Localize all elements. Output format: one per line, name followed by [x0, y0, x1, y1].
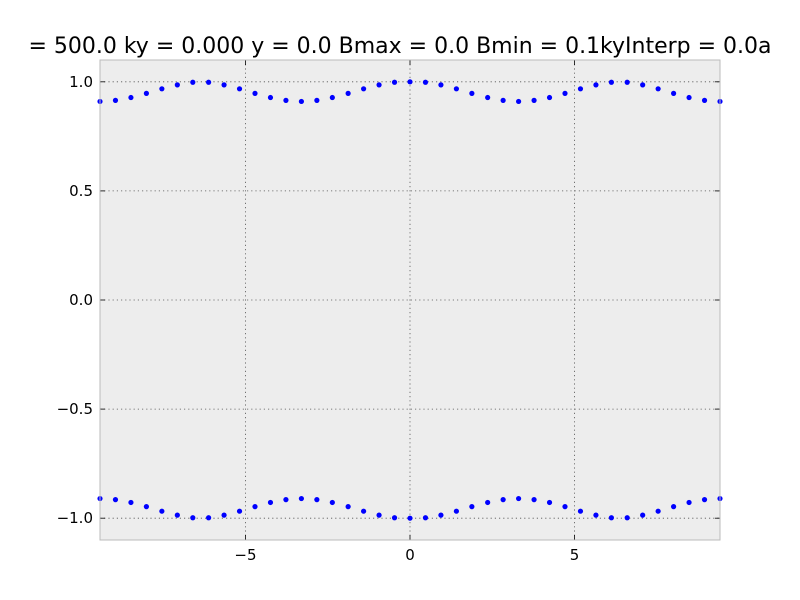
data-point-s0-16 — [345, 90, 351, 96]
data-point-s0-9 — [236, 86, 243, 92]
data-point-s0-6 — [190, 79, 196, 85]
data-point-s1-21 — [422, 515, 429, 521]
x-tick-label: 0 — [405, 546, 415, 564]
y-tick-label: 0.0 — [69, 291, 93, 309]
data-point-s0-33 — [608, 79, 615, 85]
data-point-s0-5 — [174, 82, 180, 88]
data-point-s0-32 — [593, 82, 599, 88]
data-point-s1-17 — [360, 508, 367, 514]
grid-lines — [100, 60, 720, 540]
data-point-s0-25 — [485, 94, 491, 101]
data-point-s0-34 — [624, 79, 630, 85]
data-point-s1-7 — [205, 515, 212, 521]
data-point-s0-18 — [376, 82, 382, 88]
data-point-s0-24 — [469, 90, 475, 96]
data-point-s0-4 — [159, 86, 165, 92]
data-point-s1-14 — [314, 497, 320, 503]
data-point-s1-32 — [593, 512, 599, 518]
data-point-s0-1 — [112, 97, 119, 103]
data-point-s0-37 — [670, 90, 677, 96]
data-point-s0-15 — [329, 94, 335, 101]
chart-title: = 500.0 ky = 0.000 y = 0.0 Bmax = 0.0 Bm… — [28, 34, 771, 59]
data-point-s0-14 — [314, 97, 320, 103]
data-point-s1-10 — [252, 504, 258, 510]
data-point-s1-2 — [128, 499, 134, 506]
data-point-s0-27 — [515, 98, 522, 105]
data-point-s1-20 — [407, 515, 413, 521]
data-point-s0-28 — [531, 97, 537, 103]
data-point-s0-17 — [360, 86, 367, 92]
data-point-s0-39 — [701, 97, 708, 103]
data-point-s1-24 — [469, 504, 475, 510]
y-tick-label: −1.0 — [57, 509, 93, 527]
data-point-s0-35 — [640, 82, 646, 88]
y-tick-label: −0.5 — [57, 400, 93, 418]
data-point-s0-10 — [252, 90, 258, 96]
data-point-s0-19 — [391, 79, 398, 85]
data-point-s1-38 — [686, 499, 692, 506]
data-point-s1-9 — [236, 508, 243, 514]
axis-ticks — [100, 60, 720, 540]
data-point-s1-39 — [701, 497, 708, 503]
data-point-s0-29 — [546, 94, 553, 101]
data-point-s1-28 — [531, 497, 537, 503]
data-point-s1-36 — [655, 508, 661, 514]
x-tick-label: 5 — [570, 546, 580, 564]
data-point-s1-3 — [143, 504, 150, 510]
data-point-s0-36 — [655, 86, 661, 92]
data-point-s1-30 — [562, 504, 568, 510]
data-point-s0-21 — [422, 79, 429, 85]
data-point-s1-5 — [174, 512, 180, 518]
data-point-s1-29 — [546, 499, 553, 506]
data-point-s0-23 — [453, 86, 460, 92]
data-point-s0-12 — [283, 97, 289, 103]
data-point-s0-8 — [221, 82, 227, 88]
data-point-s1-4 — [159, 508, 165, 514]
data-point-s1-6 — [190, 515, 196, 521]
data-point-s1-27 — [515, 495, 522, 502]
data-point-s1-26 — [500, 497, 506, 503]
data-point-s1-34 — [624, 515, 630, 521]
data-point-s0-3 — [143, 90, 150, 96]
data-point-s1-15 — [329, 499, 335, 506]
data-point-s1-13 — [298, 495, 305, 502]
data-markers — [97, 79, 723, 521]
data-point-s0-38 — [686, 94, 692, 101]
y-tick-label: 1.0 — [69, 73, 93, 91]
data-point-s1-16 — [345, 504, 351, 510]
data-point-s1-25 — [485, 499, 491, 506]
data-point-s0-13 — [298, 98, 305, 105]
x-tick-label: −5 — [234, 546, 256, 564]
data-point-s1-11 — [267, 499, 274, 506]
tick-labels: −5 0 5 1.0 0.5 0.0 −0.5 −1.0 — [57, 73, 580, 564]
data-point-s1-31 — [577, 508, 584, 514]
data-point-s0-20 — [407, 79, 413, 85]
data-point-s1-12 — [283, 497, 289, 503]
y-tick-label: 0.5 — [69, 182, 93, 200]
data-point-s0-22 — [438, 82, 444, 88]
data-point-s1-19 — [391, 515, 398, 521]
data-point-s1-23 — [453, 508, 460, 514]
plot-frame — [99, 59, 721, 541]
data-point-s1-22 — [438, 512, 444, 518]
data-point-s1-37 — [670, 504, 677, 510]
data-point-s0-7 — [205, 79, 212, 85]
data-point-s1-35 — [640, 512, 646, 518]
data-point-s0-11 — [267, 94, 274, 101]
data-point-s0-31 — [577, 86, 584, 92]
data-point-s0-30 — [562, 90, 568, 96]
data-point-s1-1 — [112, 497, 119, 503]
data-point-s1-33 — [608, 515, 615, 521]
data-point-s0-2 — [128, 94, 134, 101]
data-point-s1-8 — [221, 512, 227, 518]
data-point-s1-18 — [376, 512, 382, 518]
data-point-s0-26 — [500, 97, 506, 103]
